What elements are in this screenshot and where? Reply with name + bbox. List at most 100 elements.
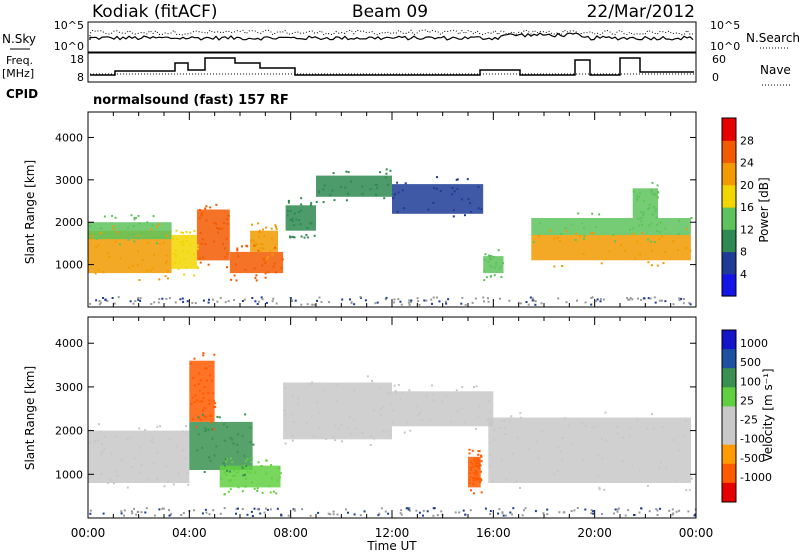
speck (467, 197, 470, 200)
speck (211, 298, 214, 301)
speck (218, 416, 221, 419)
speck (336, 400, 339, 403)
speck (476, 471, 479, 474)
speck (601, 513, 603, 516)
speck (205, 511, 208, 514)
velocity-colorbar-swatch (722, 387, 736, 407)
speck (202, 396, 205, 399)
speck (614, 240, 617, 243)
speck (213, 221, 216, 224)
speck (172, 237, 175, 240)
speck (689, 303, 692, 306)
speck (397, 383, 400, 386)
speck (196, 399, 199, 402)
speck (672, 439, 675, 442)
speck (196, 267, 199, 269)
speck (111, 297, 114, 299)
heatmap-band-1 (88, 222, 172, 240)
speck (410, 299, 413, 302)
speck (284, 442, 287, 445)
speck (379, 414, 382, 417)
speck (693, 514, 696, 517)
speck (348, 416, 351, 419)
power-colorbar-tick: 24 (740, 157, 754, 170)
speck (292, 224, 295, 227)
speck (243, 464, 246, 467)
speck (219, 296, 222, 299)
beam-title: Beam 09 (352, 2, 428, 22)
speck (685, 489, 688, 492)
speck (106, 251, 109, 254)
speck (456, 187, 459, 190)
speck (224, 458, 227, 461)
speck (556, 237, 559, 239)
speck (683, 435, 686, 438)
speck (489, 454, 492, 456)
speck (553, 237, 556, 240)
speck (511, 513, 514, 516)
speck (162, 242, 165, 245)
speck (236, 249, 239, 252)
speck (594, 425, 597, 428)
speck (222, 423, 225, 426)
speck (621, 460, 624, 463)
speck (157, 301, 160, 304)
speck (472, 483, 475, 485)
heatmap-band-5 (392, 391, 494, 427)
speck (225, 460, 228, 463)
speck (154, 236, 157, 239)
speck (257, 300, 260, 303)
power-colorbar-tick: 28 (740, 134, 754, 147)
speck (198, 389, 201, 392)
velocity-colorbar-tick: -25 (740, 414, 758, 427)
speck (387, 512, 390, 515)
speck (626, 297, 629, 300)
speck (265, 472, 268, 475)
speck (575, 232, 578, 235)
speck (262, 247, 265, 250)
speck (159, 425, 162, 428)
speck (654, 210, 657, 213)
speck (399, 397, 402, 400)
velocity-colorbar-label: Velocity [m s⁻¹] (761, 368, 775, 461)
speck (322, 188, 325, 191)
speck (152, 215, 155, 218)
speck (178, 261, 181, 264)
speck (462, 509, 465, 512)
speck (641, 232, 644, 234)
speck (258, 235, 260, 238)
speck (436, 176, 438, 179)
speck (165, 254, 168, 257)
speck (193, 357, 196, 360)
speck (202, 299, 205, 302)
speck (222, 466, 224, 468)
speck (215, 222, 218, 225)
velocity-colorbar-tick: -1000 (740, 471, 772, 484)
speck (661, 426, 664, 429)
speck (435, 187, 438, 190)
speck (276, 507, 279, 510)
speck (291, 434, 294, 437)
speck (289, 219, 292, 221)
power-colorbar-label: Power [dB] (757, 177, 771, 242)
speck (139, 471, 142, 474)
speck (489, 258, 491, 261)
speck (235, 279, 238, 282)
speck (359, 296, 362, 298)
speck (203, 407, 206, 409)
speck (612, 234, 615, 237)
speck (260, 243, 263, 245)
speck (332, 513, 335, 516)
speck (181, 449, 184, 452)
speck (394, 390, 397, 392)
speck (126, 438, 129, 441)
speck (422, 509, 425, 512)
speck (389, 169, 392, 172)
velocity-colorbar-swatch (722, 406, 736, 426)
speck (632, 190, 635, 193)
speck (498, 267, 501, 270)
power-colorbar-swatch (722, 251, 736, 275)
speck (407, 508, 410, 511)
speck (309, 514, 312, 517)
speck (182, 243, 185, 246)
